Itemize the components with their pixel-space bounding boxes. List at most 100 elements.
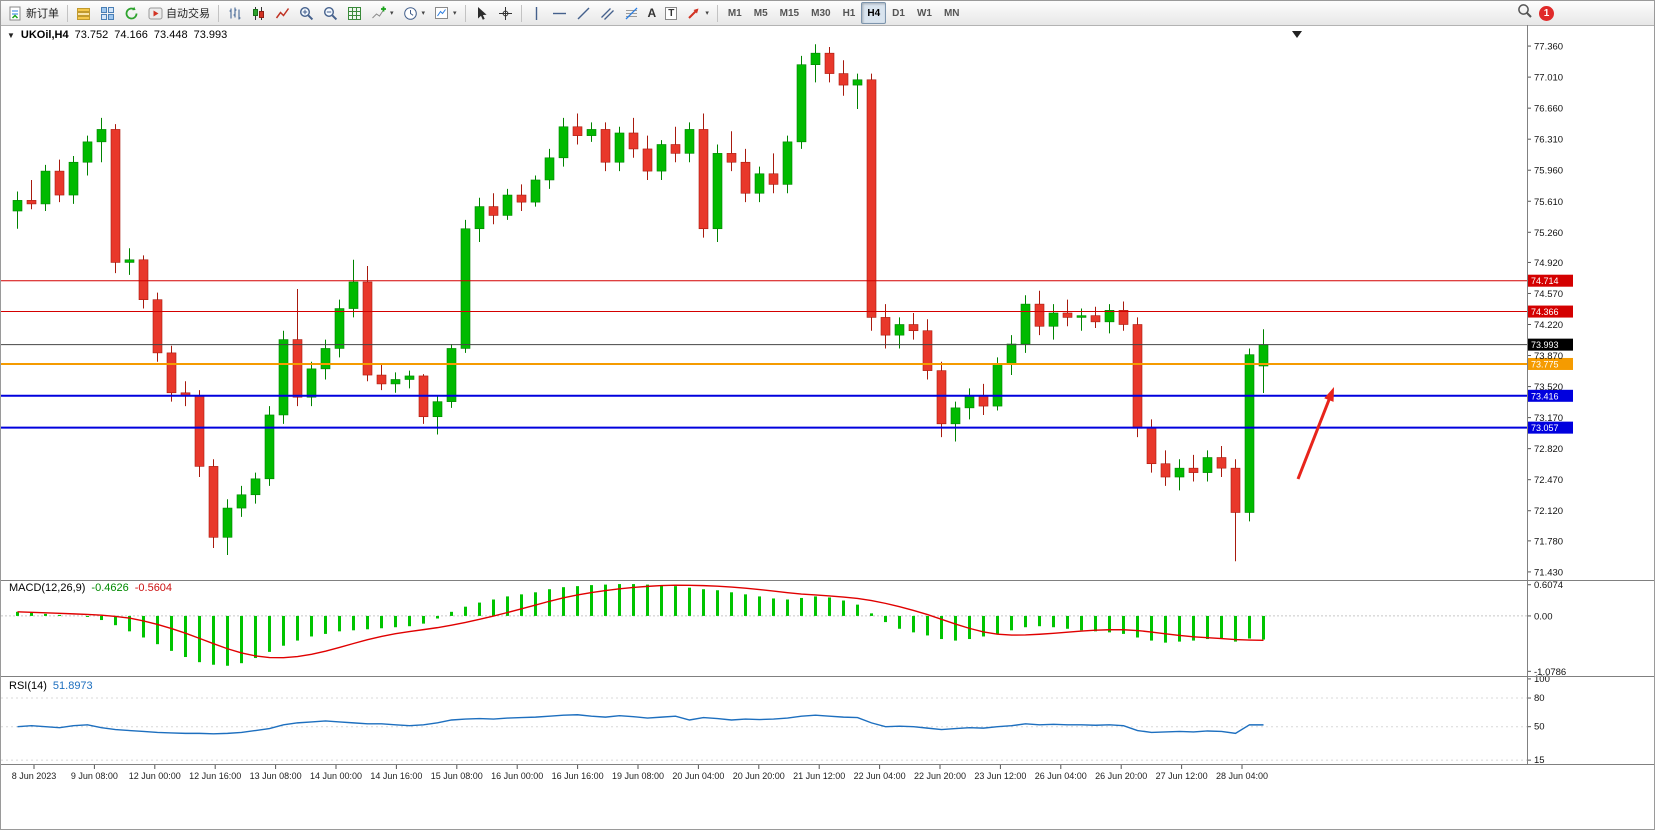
candle-bearish xyxy=(1062,312,1073,318)
candle-bullish xyxy=(1174,467,1185,478)
candle-bullish xyxy=(1076,315,1087,318)
cursor-tool-button[interactable] xyxy=(470,2,493,24)
chevron-down-icon: ▾ xyxy=(705,10,709,17)
price-axis-tick-label: 77.010 xyxy=(1534,73,1563,84)
timeframe-d1-button[interactable]: D1 xyxy=(892,7,905,19)
timeframe-m30-button[interactable]: M30 xyxy=(811,7,831,19)
timeframe-w1-button[interactable]: W1 xyxy=(916,7,932,19)
horizontal-line-tool-button[interactable] xyxy=(548,2,571,24)
indicators-button[interactable]: ▾ xyxy=(367,2,398,24)
macd-name: MACD(12,26,9) xyxy=(9,582,86,594)
timeframe-m15-button[interactable]: M15 xyxy=(779,7,800,19)
timeframe-h1-button[interactable]: H1 xyxy=(842,7,856,19)
tile-windows-button[interactable] xyxy=(96,2,119,24)
candle-bullish xyxy=(964,395,975,409)
horizontal-line-icon xyxy=(552,6,567,21)
candle-bearish xyxy=(838,73,849,86)
price-tag xyxy=(1528,389,1573,402)
time-axis-label: 23 Jun 12:00 xyxy=(974,771,1026,781)
candle-bullish xyxy=(1258,344,1269,367)
market-watch-button[interactable] xyxy=(72,2,95,24)
candle-bullish xyxy=(306,368,317,398)
candle-bearish xyxy=(1160,463,1171,478)
time-axis-label: 12 Jun 16:00 xyxy=(189,771,241,781)
bar-chart-mode-button[interactable] xyxy=(223,2,246,24)
trendline-tool-button[interactable] xyxy=(572,2,595,24)
text-tool-button[interactable]: A xyxy=(644,2,661,24)
zoom-out-button[interactable] xyxy=(319,2,342,24)
candle-bearish xyxy=(698,129,709,230)
candle-bullish xyxy=(992,363,1003,407)
new-order-label: 新订单 xyxy=(26,8,59,20)
periods-button[interactable]: ▾ xyxy=(399,2,430,24)
autotrading-button[interactable]: 自动交易 xyxy=(144,2,214,24)
time-axis-label: 20 Jun 20:00 xyxy=(733,771,785,781)
candle-bearish xyxy=(726,153,737,163)
fibonacci-tool-button[interactable] xyxy=(620,2,643,24)
crosshair-icon xyxy=(498,6,513,21)
crosshair-tool-button[interactable] xyxy=(494,2,517,24)
line-chart-mode-button[interactable] xyxy=(271,2,294,24)
candle-bullish xyxy=(950,407,961,425)
candle-bullish xyxy=(558,126,569,159)
symb ol-dropdown-icon[interactable]: ▼ xyxy=(7,30,15,40)
time-axis-label: 22 Jun 20:00 xyxy=(914,771,966,781)
candle-bullish xyxy=(12,200,23,212)
candle-bearish xyxy=(740,161,751,194)
candle-bullish xyxy=(320,348,331,370)
candle-bearish xyxy=(922,330,933,371)
candle-bearish xyxy=(600,129,611,163)
price-axis-tick-label: 76.310 xyxy=(1534,135,1563,146)
candle-bullish xyxy=(264,414,275,480)
vertical-line-tool-button[interactable] xyxy=(526,2,547,24)
bar-chart-icon xyxy=(227,6,242,21)
arrows-tool-button[interactable]: ▾ xyxy=(682,2,713,24)
candle-bullish xyxy=(432,401,443,418)
rsi-axis-label: 15 xyxy=(1534,755,1545,766)
candle-bullish xyxy=(810,52,821,65)
time-axis-label: 21 Jun 12:00 xyxy=(793,771,845,781)
search-icon[interactable] xyxy=(1517,3,1533,24)
arrow-annotation[interactable] xyxy=(1296,395,1332,480)
refresh-icon xyxy=(124,6,139,21)
chart-shift-marker[interactable] xyxy=(1292,31,1302,38)
candle-bullish xyxy=(236,494,247,509)
timeframe-m1-button[interactable]: M1 xyxy=(727,7,742,19)
candle-bearish xyxy=(1230,467,1241,513)
new-order-button[interactable]: 新订单 xyxy=(4,2,63,24)
candle-bearish xyxy=(936,370,947,425)
candle-bearish xyxy=(866,79,877,318)
notification-badge[interactable]: 1 xyxy=(1539,6,1554,21)
toolbar-right-group: 1 xyxy=(1517,3,1554,24)
candle-bearish xyxy=(292,339,303,398)
price-tag-label: 73.775 xyxy=(1531,359,1559,369)
candle-bullish xyxy=(40,170,51,205)
templates-button[interactable]: ▾ xyxy=(430,2,461,24)
macd-axis-label: -1.0786 xyxy=(1534,667,1566,678)
autotrading-label: 自动交易 xyxy=(166,8,210,20)
candle-bearish xyxy=(362,281,373,376)
timeframe-mn-button[interactable]: MN xyxy=(943,7,960,19)
candle-bearish xyxy=(1118,310,1129,325)
timeframe-h4-button[interactable]: H4 xyxy=(861,2,887,24)
candlestick-mode-button[interactable] xyxy=(247,2,270,24)
refresh-button[interactable] xyxy=(120,2,143,24)
text-label-tool-button[interactable]: T xyxy=(661,2,681,24)
quote-open: 73.752 xyxy=(74,29,109,41)
arrow-annotation-head xyxy=(1324,387,1334,402)
price-tag xyxy=(1528,305,1573,318)
candle-bearish xyxy=(1090,315,1101,323)
candle-bullish xyxy=(404,375,415,380)
timeframe-m5-button[interactable]: M5 xyxy=(753,7,768,19)
chart-canvas[interactable]: 74.714 74.366 73.775 73.416 73.057 73.993 77.3… xyxy=(1,25,1655,830)
price-axis-tick-label: 72.820 xyxy=(1534,444,1563,455)
grid-toggle-button[interactable] xyxy=(343,2,366,24)
candle-bullish xyxy=(530,179,541,203)
price-axis-tick-label: 74.920 xyxy=(1534,258,1563,269)
time-axis-label: 19 Jun 08:00 xyxy=(612,771,664,781)
grid-icon xyxy=(347,6,362,21)
zoom-in-button[interactable] xyxy=(295,2,318,24)
candle-bearish xyxy=(26,200,37,205)
channel-tool-button[interactable] xyxy=(596,2,619,24)
price-axis-tick-label: 73.170 xyxy=(1534,413,1563,424)
